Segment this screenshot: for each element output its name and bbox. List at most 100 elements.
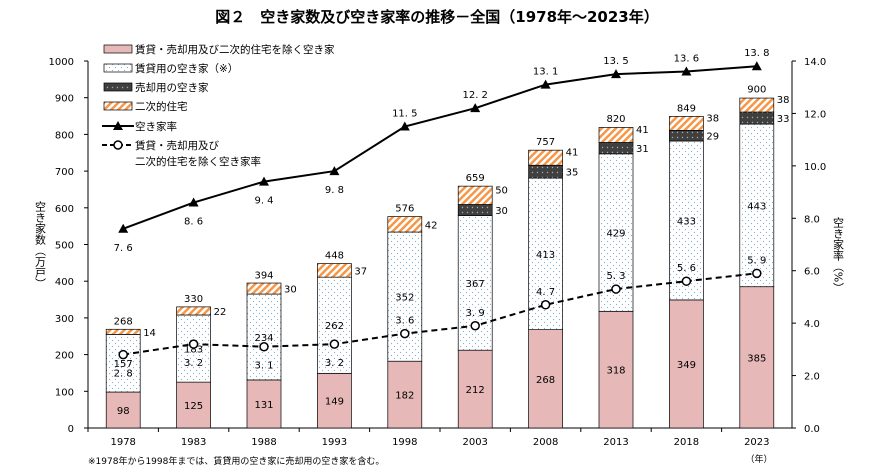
legend-marker <box>113 121 123 130</box>
line-marker <box>399 121 410 131</box>
y-tick-label: 500 <box>55 241 74 252</box>
line-label: 13. 1 <box>533 67 558 78</box>
line-marker <box>400 328 410 339</box>
bar-label: 212 <box>466 385 485 396</box>
bar-segment <box>105 391 141 429</box>
line-marker <box>470 103 481 113</box>
line-marker <box>329 166 340 176</box>
line-label: 2. 8 <box>114 369 133 380</box>
line-marker <box>752 268 762 279</box>
line-label: 3. 9 <box>466 308 485 319</box>
y-tick-label: 900 <box>55 94 74 105</box>
line-label: 3. 2 <box>184 358 203 369</box>
total-label: 394 <box>254 270 273 281</box>
legend-label: 二次的住宅を除く空き家率 <box>135 155 261 168</box>
legend-label: 空き家率 <box>135 120 177 133</box>
bar-label: 183 <box>184 345 203 356</box>
bar-label: 413 <box>536 250 555 261</box>
bar-label: 429 <box>606 229 625 240</box>
line-marker <box>681 66 692 76</box>
line-label: 5. 9 <box>747 255 766 266</box>
line-label: 13. 5 <box>603 56 628 67</box>
legend-label: 二次的住宅 <box>135 100 188 113</box>
bar-label: 268 <box>536 375 555 386</box>
legend-label: 賃貸用の空き家（※） <box>135 62 238 75</box>
total-label: 268 <box>114 317 133 328</box>
y-tick-label: 400 <box>55 277 74 288</box>
line-label: 7. 6 <box>114 243 133 254</box>
line-series <box>123 272 757 356</box>
bar-segment <box>387 360 423 429</box>
legend-label: 賃貸・売却用及び <box>135 139 219 152</box>
chart-title: 図２ 空き家数及び空き家率の推移－全国（1978年～2023年） <box>215 8 659 26</box>
bar-label: 385 <box>747 353 766 364</box>
line-label: 4. 7 <box>536 287 555 298</box>
bar-segment <box>528 149 563 166</box>
line-marker <box>470 321 480 331</box>
total-label: 576 <box>395 204 414 215</box>
bar-segment <box>669 130 704 142</box>
bar-segment <box>457 349 493 429</box>
x-unit: （年） <box>745 453 772 465</box>
y2-tick-label: 12.0 <box>804 109 826 120</box>
bar-label: 38 <box>777 95 790 106</box>
line-series <box>122 65 757 230</box>
x-tick-label: 2018 <box>674 437 699 448</box>
line-marker <box>118 223 129 233</box>
bar-segment <box>528 164 563 179</box>
bar-label: 22 <box>214 307 227 318</box>
legend-label: 売却用の空き家 <box>135 81 209 94</box>
bar-segment <box>387 216 423 233</box>
line-marker <box>329 339 340 349</box>
bar-label: 38 <box>706 113 719 124</box>
bar-segment <box>317 263 352 278</box>
y-tick-label: 300 <box>55 314 74 325</box>
line-marker <box>540 79 551 89</box>
bar-label: 367 <box>466 279 485 290</box>
bar-label: 433 <box>677 216 696 227</box>
bar-label: 98 <box>117 406 130 417</box>
bar-label: 234 <box>254 333 273 344</box>
bar-label: 262 <box>325 321 344 332</box>
bar-label: 37 <box>354 266 367 277</box>
bar-segment <box>246 282 282 295</box>
bar-segment <box>739 97 775 113</box>
line-label: 11. 5 <box>392 109 417 120</box>
y-tick-label: 1000 <box>49 57 74 68</box>
line-label: 3. 6 <box>395 316 414 327</box>
line-marker <box>188 339 199 349</box>
bar-segment <box>528 329 563 429</box>
y-tick-label: 600 <box>55 204 74 215</box>
x-tick-label: 1988 <box>251 437 276 448</box>
total-label: 448 <box>325 251 344 262</box>
y-tick-label: 800 <box>55 130 74 141</box>
bar-label: 31 <box>636 144 649 155</box>
line-label: 3. 2 <box>325 358 344 369</box>
y-tick-label: 100 <box>55 387 74 398</box>
bar-label: 50 <box>495 185 508 196</box>
bar-segment <box>246 379 282 429</box>
bar-label: 41 <box>636 125 649 136</box>
bar-segment <box>105 334 141 393</box>
bar-label: 349 <box>677 360 696 371</box>
y2-axis-label: 空き家率（%） <box>832 215 845 293</box>
x-tick-label: 1998 <box>392 437 417 448</box>
bar-segment <box>317 276 352 374</box>
bar-segment <box>457 185 493 205</box>
line-label: 13. 6 <box>674 53 699 64</box>
line-marker <box>188 197 199 207</box>
line-label: 3. 1 <box>254 361 273 372</box>
bar-label: 41 <box>566 148 579 159</box>
bar-label: 33 <box>777 114 790 125</box>
x-tick-label: 1993 <box>322 437 347 448</box>
line-label: 9. 4 <box>254 196 273 207</box>
bar-segment <box>739 111 775 125</box>
legend-swatch <box>103 63 133 73</box>
bar-segment <box>105 328 141 335</box>
y-tick-label: 200 <box>55 351 74 362</box>
line-marker <box>118 349 128 360</box>
legend-swatch <box>103 44 133 54</box>
bar-label: 29 <box>706 132 719 143</box>
line-marker <box>611 69 621 79</box>
